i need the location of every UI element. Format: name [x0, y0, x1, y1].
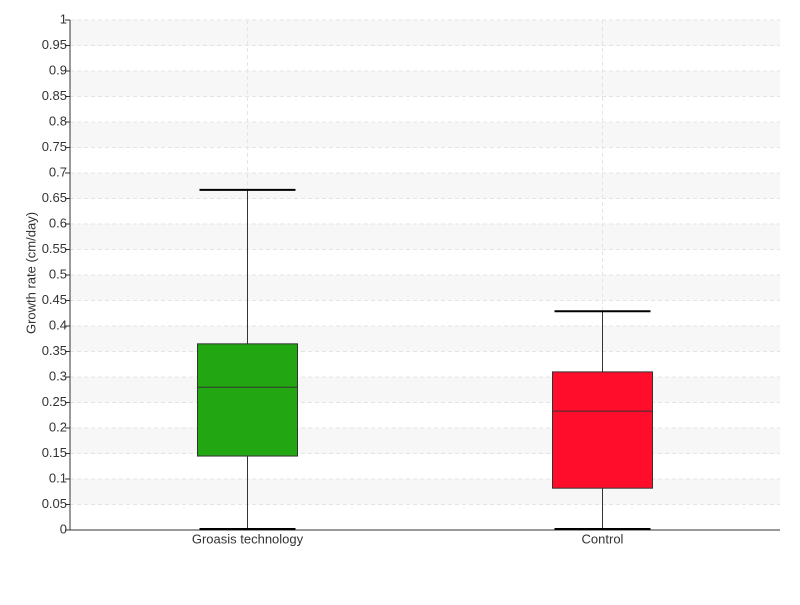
y-tick-label: 0.4: [49, 317, 67, 332]
y-tick-label: 0.65: [42, 190, 67, 205]
grid-band: [70, 326, 780, 352]
x-tick-label: Groasis technology: [192, 531, 304, 546]
y-tick-label: 0.2: [49, 419, 67, 434]
y-tick-label: 0.6: [49, 215, 67, 230]
grid-band: [70, 377, 780, 403]
y-tick-label: 0.1: [49, 470, 67, 485]
y-tick-label: 0.55: [42, 241, 67, 256]
grid-band: [70, 479, 780, 505]
y-tick-label: 0.3: [49, 368, 67, 383]
y-tick-label: 0: [60, 521, 67, 536]
grid-band: [70, 20, 780, 46]
grid-band: [70, 428, 780, 454]
grid-band: [70, 224, 780, 250]
y-tick-label: 1: [60, 11, 67, 26]
grid-band: [70, 173, 780, 199]
y-tick-label: 0.75: [42, 139, 67, 154]
y-tick-label: 0.35: [42, 343, 67, 358]
y-tick-label: 0.25: [42, 394, 67, 409]
y-tick-label: 0.8: [49, 113, 67, 128]
grid-band: [70, 71, 780, 97]
y-tick-label: 0.95: [42, 37, 67, 52]
y-tick-label: 0.05: [42, 496, 67, 511]
box: [552, 371, 653, 489]
y-tick-label: 0.45: [42, 292, 67, 307]
y-tick-label: 0.85: [42, 88, 67, 103]
x-tick-label: Control: [582, 531, 624, 546]
y-tick-label: 0.9: [49, 62, 67, 77]
y-tick-label: 0.7: [49, 164, 67, 179]
y-tick-label: 0.5: [49, 266, 67, 281]
y-tick-label: 0.15: [42, 445, 67, 460]
y-axis-label: Growth rate (cm/day): [23, 212, 38, 334]
box: [197, 343, 298, 457]
grid-band: [70, 122, 780, 148]
grid-band: [70, 275, 780, 301]
